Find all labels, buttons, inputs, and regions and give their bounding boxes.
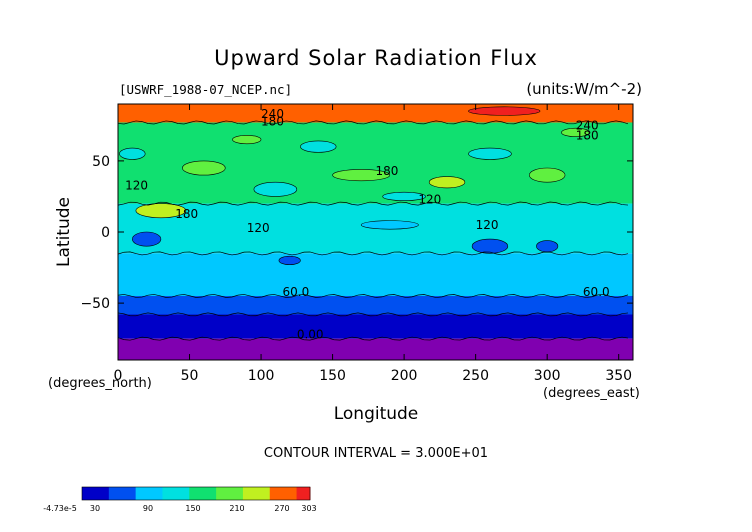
- colorbar-segment: [149, 487, 163, 500]
- x-tick-label: 100: [248, 368, 275, 384]
- contour-label: 120: [247, 221, 270, 235]
- x-tick-label: 200: [391, 368, 418, 384]
- contour-label: 180: [175, 207, 198, 221]
- contour-line-3: [117, 251, 629, 256]
- heatmap-patch-13: [360, 220, 419, 230]
- heatmap-patch-17: [468, 106, 541, 116]
- chart-title: Upward Solar Radiation Flux: [214, 46, 538, 70]
- colorbar-tick-label: 90: [143, 504, 153, 513]
- heatmap-patch-11: [561, 127, 591, 138]
- x-tick-label: 250: [462, 368, 489, 384]
- contour-label: 120: [476, 218, 499, 232]
- x-tick-label: 150: [319, 368, 346, 384]
- contour-label: 180: [376, 164, 399, 178]
- file-label: [USWRF_1988-07_NCEP.nc]: [119, 82, 293, 97]
- contour-line-4: [117, 294, 629, 298]
- heatmap-band-4: [118, 296, 633, 315]
- colorbar-tick-label: 210: [229, 504, 244, 513]
- heatmap-patch-7: [468, 147, 512, 160]
- x-tick-label: 50: [181, 368, 199, 384]
- x-tick-label: 350: [605, 368, 632, 384]
- heatmap-patch-9: [382, 191, 426, 202]
- heatmap-band-0: [118, 104, 633, 123]
- heatmap-patch-14: [471, 238, 509, 254]
- heatmap-band-3: [118, 253, 633, 296]
- contour-label: 240: [261, 107, 284, 121]
- colorbar-segment: [202, 487, 217, 500]
- contour-label: 120: [125, 178, 148, 192]
- x-tick-label: 300: [534, 368, 561, 384]
- y-tick-label: −50: [80, 296, 110, 312]
- contour-line-1: [117, 120, 629, 125]
- units-label: (units:W/m^-2): [526, 80, 642, 98]
- colorbar-segment: [256, 487, 271, 500]
- colorbar-segment: [175, 487, 190, 500]
- contour-interval-text: CONTOUR INTERVAL = 3.000E+01: [263, 446, 489, 461]
- contour-line-5: [117, 312, 629, 317]
- heatmap-patch-4: [428, 176, 466, 189]
- contour-label: 240: [576, 119, 599, 133]
- heatmap-band-5: [118, 314, 633, 339]
- colorbar-segment: [242, 487, 257, 500]
- colorbar-segment: [269, 487, 284, 500]
- heatmap-patch-5: [135, 203, 187, 219]
- colorbar-tick-label: 303: [301, 504, 316, 513]
- contour-label: 0.00: [297, 328, 324, 342]
- colorbar-tick-label: 30: [90, 504, 100, 513]
- y-tick-label: 50: [92, 154, 110, 170]
- x-axis-label: Longitude: [333, 404, 419, 424]
- y-tick-label: 0: [101, 225, 110, 241]
- contour-label: 180: [576, 129, 599, 143]
- contour-line-6: [117, 336, 629, 341]
- heatmap-band-6: [118, 338, 633, 360]
- colorbar-segment: [108, 487, 123, 500]
- x-tick-label: 0: [114, 368, 123, 384]
- heatmap-patch-1: [182, 160, 226, 176]
- colorbar-tick-label: 150: [185, 504, 200, 513]
- colorbar-segment: [296, 487, 311, 500]
- heatmap-patch-16: [278, 255, 301, 266]
- colorbar-segment: [229, 487, 244, 500]
- contour-label: 60.0: [283, 285, 310, 299]
- heatmap-patch-15: [536, 240, 559, 253]
- contour-label: 120: [418, 193, 441, 207]
- colorbar-segment: [216, 487, 231, 500]
- colorbar-tick-label: -4.73e-5: [43, 504, 77, 513]
- colorbar-segment: [189, 487, 204, 500]
- heatmap-patch-10: [232, 134, 262, 145]
- heatmap-patch-3: [332, 169, 391, 182]
- colorbar-tick-label: 270: [274, 504, 289, 513]
- colorbar-segment: [95, 487, 110, 500]
- colorbar-segment: [135, 487, 150, 500]
- contour-label: 180: [261, 114, 284, 128]
- heatmap-patch-12: [132, 231, 162, 247]
- heatmap-patch-2: [300, 140, 337, 153]
- heatmap-patch-8: [528, 167, 566, 183]
- colorbar-segment: [122, 487, 137, 500]
- contour-line-2: [117, 201, 629, 206]
- colorbar-segment: [283, 487, 298, 500]
- x-unit-label: (degrees_east): [543, 386, 640, 401]
- heatmap-patch-0: [119, 147, 146, 160]
- y-unit-label: (degrees_north): [48, 376, 152, 391]
- contour-label: 60.0: [583, 285, 610, 299]
- heatmap-patch-6: [253, 181, 298, 197]
- colorbar-frame: [81, 486, 311, 501]
- colorbar-segment: [162, 487, 177, 500]
- colorbar-segment: [82, 487, 96, 500]
